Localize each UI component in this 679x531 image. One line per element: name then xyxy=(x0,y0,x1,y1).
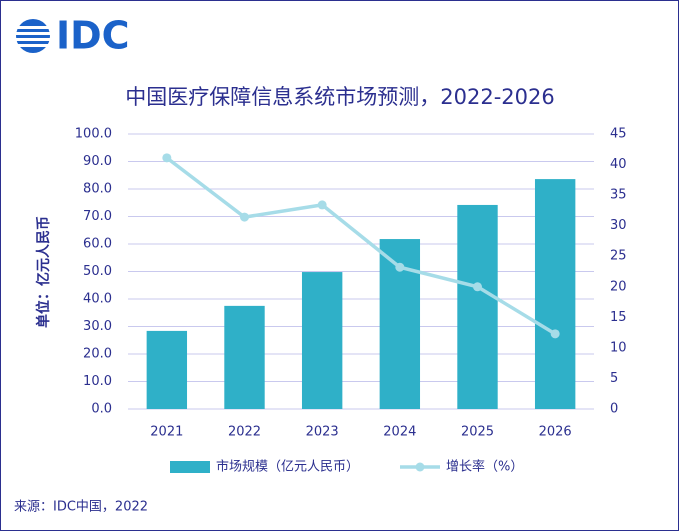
y2-tick-label: 35 xyxy=(610,188,627,203)
line-point xyxy=(473,282,482,292)
source: 来源：IDC中国，2022 xyxy=(14,500,148,515)
logo: IDC xyxy=(56,14,130,58)
y2-tick-label: 30 xyxy=(610,218,627,233)
y-tick-label: 30.0 xyxy=(83,319,112,334)
y-tick-label: 0.0 xyxy=(91,402,112,417)
line-point xyxy=(240,212,249,222)
y-axis-label: 单位：亿元人民币 xyxy=(35,216,52,328)
bar xyxy=(534,179,576,409)
y-tick-label: 80.0 xyxy=(83,182,112,197)
line-point xyxy=(162,153,172,163)
bar xyxy=(146,330,188,409)
legend-swatch xyxy=(170,461,210,473)
x-tick-label: 2022 xyxy=(228,425,261,440)
y2-tick-label: 0 xyxy=(610,402,618,417)
y-tick-label: 40.0 xyxy=(83,292,112,307)
y-tick-label: 60.0 xyxy=(83,237,112,252)
x-tick-label: 2024 xyxy=(383,425,416,440)
y2-tick-label: 5 xyxy=(610,371,618,386)
y-tick-label: 50.0 xyxy=(83,264,112,279)
chart-title: 中国医疗保障信息系统市场预测，2022-2026 xyxy=(125,85,554,109)
legend-label: 增长率（%） xyxy=(446,459,523,475)
legend-swatch xyxy=(415,462,425,472)
logo-globe xyxy=(14,19,52,53)
y-tick-label: 10.0 xyxy=(83,374,112,389)
bar xyxy=(457,204,498,409)
y2-tick-label: 25 xyxy=(610,249,627,264)
y2-tick-label: 45 xyxy=(610,127,627,142)
line-point xyxy=(395,262,405,272)
line-point xyxy=(550,329,560,339)
line-point xyxy=(317,200,327,210)
y-tick-label: 100.0 xyxy=(75,127,112,142)
bar xyxy=(224,305,265,409)
line xyxy=(165,156,557,336)
x-tick-label: 2025 xyxy=(461,425,494,440)
legend-label: 市场规模（亿元人民币） xyxy=(216,459,359,475)
y-tick-label: 90.0 xyxy=(83,154,112,169)
y2-tick-label: 20 xyxy=(610,279,627,294)
bar xyxy=(301,272,343,409)
y2-tick-label: 10 xyxy=(610,340,627,355)
y2-tick-label: 15 xyxy=(610,310,627,325)
y2-tick-label: 40 xyxy=(610,157,627,172)
x-tick-label: 2023 xyxy=(306,425,339,440)
x-tick-label: 2021 xyxy=(150,425,183,440)
x-tick-label: 2026 xyxy=(539,425,572,440)
y-tick-label: 70.0 xyxy=(83,209,112,224)
y-tick-label: 20.0 xyxy=(83,347,112,362)
